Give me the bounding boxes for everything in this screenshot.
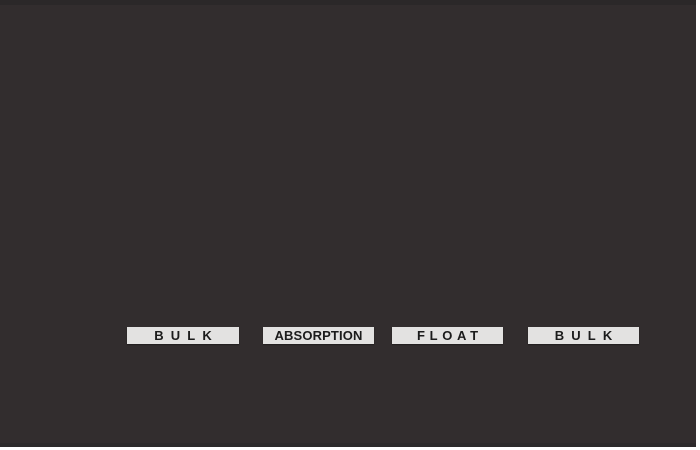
stage-label-float-text: FLOAT [416, 328, 483, 343]
stage-label-absorption-text: ABSORPTION [274, 328, 363, 343]
stage-label-float: FLOAT [392, 327, 503, 344]
stage-label-bulk-2: BULK [528, 327, 639, 344]
stage-label-bulk-1: BULK [127, 327, 239, 344]
stage-label-bulk-1-text: BULK [154, 328, 219, 343]
frame-top-band [0, 0, 696, 5]
stage-label-bulk-2-text: BULK [554, 328, 620, 343]
frame-bottom-band [0, 443, 696, 447]
stage-label-absorption: ABSORPTION [263, 327, 374, 344]
